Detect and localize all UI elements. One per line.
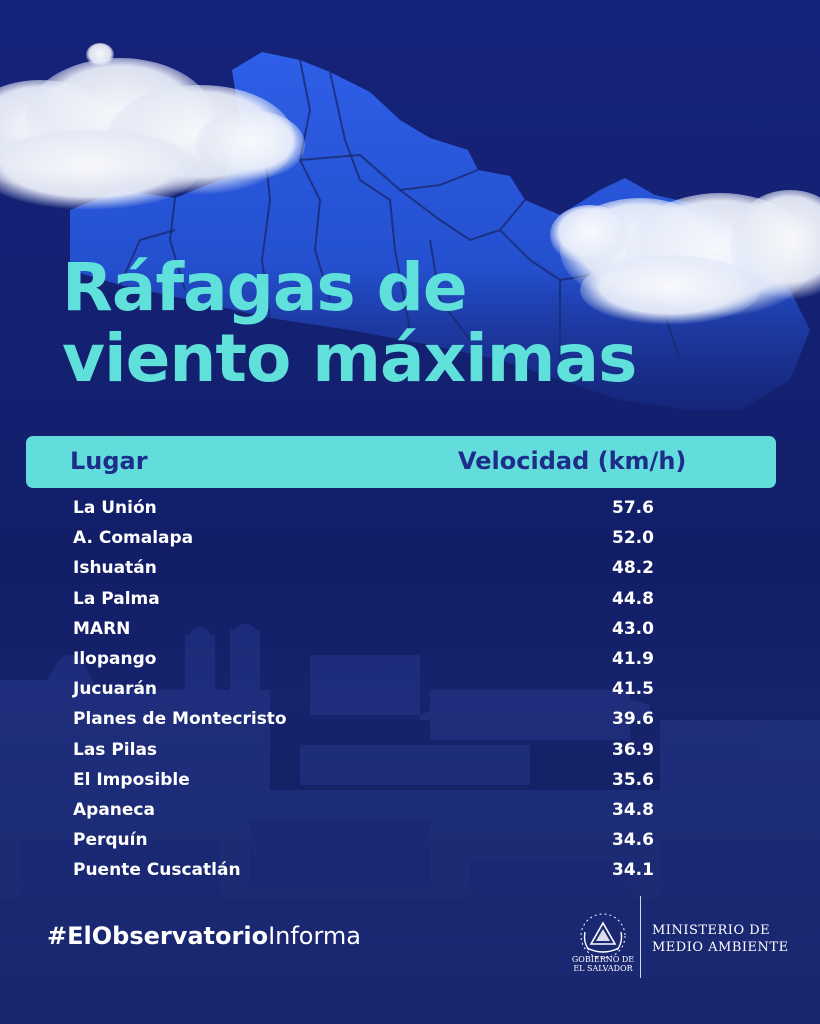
hashtag: #ElObservatorioInforma xyxy=(47,922,361,950)
table-row: Jucuarán 41.5 xyxy=(0,676,820,706)
government-label: GOBIERNO DE EL SALVADOR xyxy=(560,955,646,973)
table-row: A. Comalapa 52.0 xyxy=(0,525,820,555)
hashtag-part-1: #ElObservatorio xyxy=(47,922,269,950)
speed-value: 41.9 xyxy=(612,648,654,669)
table-row: Perquín 34.6 xyxy=(0,827,820,857)
hashtag-part-2: Informa xyxy=(268,922,362,950)
table-row: MARN 43.0 xyxy=(0,616,820,646)
cloud-left xyxy=(0,43,305,210)
title-line-1: Ráfagas de xyxy=(62,249,468,326)
table-row: La Unión 57.6 xyxy=(0,495,820,525)
place-name: A. Comalapa xyxy=(73,528,194,549)
table-row: Ilopango 41.9 xyxy=(0,646,820,676)
speed-value: 41.5 xyxy=(612,679,654,700)
footer-divider xyxy=(640,896,641,978)
speed-value: 52.0 xyxy=(612,528,654,549)
speed-value: 34.6 xyxy=(612,830,654,851)
speed-value: 39.6 xyxy=(612,709,654,730)
column-header-place: Lugar xyxy=(70,447,148,475)
speed-value: 57.6 xyxy=(612,498,654,518)
place-name: Las Pilas xyxy=(73,739,158,760)
ministry-label: MINISTERIO DE MEDIO AMBIENTE xyxy=(652,922,789,956)
ministry-line-2: MEDIO AMBIENTE xyxy=(652,940,789,955)
table-row: La Palma 44.8 xyxy=(0,586,820,616)
coat-of-arms-icon xyxy=(580,913,626,959)
speed-value: 34.1 xyxy=(612,860,654,881)
page-title: Ráfagas de viento máximas xyxy=(62,249,637,397)
place-name: Ilopango xyxy=(73,648,157,669)
column-header-speed: Velocidad (km/h) xyxy=(458,447,687,475)
table-row: Las Pilas 36.9 xyxy=(0,737,820,767)
place-name: MARN xyxy=(73,618,131,639)
government-line-2: EL SALVADOR xyxy=(573,964,633,973)
speed-value: 43.0 xyxy=(612,618,654,639)
place-name: Perquín xyxy=(73,830,148,851)
government-line-1: GOBIERNO DE xyxy=(571,955,635,964)
place-name: Jucuarán xyxy=(73,679,158,700)
speed-value: 36.9 xyxy=(612,739,654,760)
table-row: Ishuatán 48.2 xyxy=(0,555,820,585)
speed-value: 48.2 xyxy=(612,558,654,579)
table-header: Lugar Velocidad (km/h) xyxy=(26,436,776,488)
table-row: Apaneca 34.8 xyxy=(0,797,820,827)
ministry-line-1: MINISTERIO DE xyxy=(652,923,771,938)
table-row: El Imposible 35.6 xyxy=(0,767,820,797)
cloud-right xyxy=(550,190,820,325)
place-name: La Unión xyxy=(73,498,157,518)
wind-gust-table: La Unión 57.6 A. Comalapa 52.0 Ishuatán 48.… xyxy=(0,495,820,887)
place-name: Apaneca xyxy=(73,799,155,820)
place-name: El Imposible xyxy=(73,769,190,790)
place-name: La Palma xyxy=(73,588,160,609)
table-row: Puente Cuscatlán 34.1 xyxy=(0,857,820,887)
title-line-2: viento máximas xyxy=(62,320,637,397)
speed-value: 44.8 xyxy=(612,588,654,609)
place-name: Puente Cuscatlán xyxy=(73,860,241,881)
place-name: Planes de Montecristo xyxy=(73,709,287,730)
speed-value: 35.6 xyxy=(612,769,654,790)
city-skyline xyxy=(0,560,820,1024)
place-name: Ishuatán xyxy=(73,558,157,579)
speed-value: 34.8 xyxy=(612,799,654,820)
table-row: Planes de Montecristo 39.6 xyxy=(0,706,820,736)
